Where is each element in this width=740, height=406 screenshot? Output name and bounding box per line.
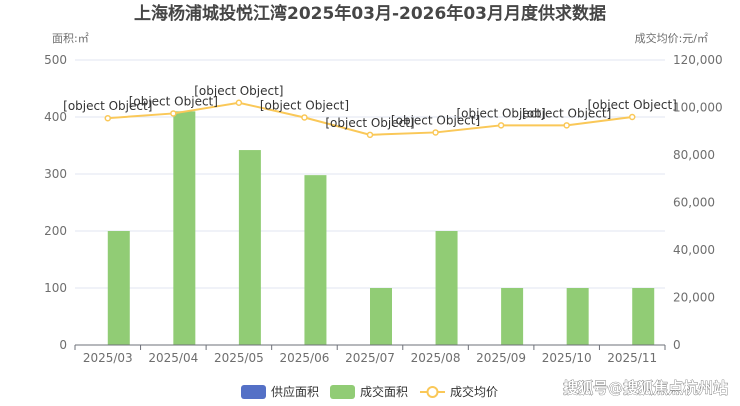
x-tick-label: 2025/09 [476,351,526,365]
price-point [104,114,112,122]
right-tick-label: 60,000 [673,196,715,210]
x-tick-label: 2025/03 [83,351,133,365]
bar [107,231,130,345]
x-tick-label: 2025/10 [542,351,592,365]
legend-label: 供应面积 [271,384,319,399]
x-tick-label: 2025/11 [607,351,657,365]
left-axis-unit: 面积:㎡ [52,32,89,45]
x-axis: 2025/03 2025/04 2025/05 2025/06 2025/07 2025/… [74,344,666,365]
price-point [235,99,243,106]
price-point [366,131,374,139]
x-tick-label: 2025/04 [148,351,198,365]
price-point [628,113,636,121]
bar [435,231,458,345]
left-tick-label: 500 [44,53,67,67]
point-label: [object Object] [63,99,152,113]
bar [632,288,655,345]
right-axis-unit: 成交均价:元/㎡ [635,31,708,45]
bar [173,111,196,345]
right-axis: 0 20,000 40,000 60,000 80,000 100,000 120,000 [673,53,723,352]
point-label: [object Object] [522,106,611,120]
x-tick-label: 2025/07 [345,351,395,365]
left-tick-label: 200 [44,224,67,238]
right-tick-label: 0 [673,338,681,352]
price-point [563,122,570,129]
chart-title: 上海杨浦城投悦江湾2025年03月-2026年03月月度供求数据 [134,3,606,24]
bar [501,288,524,345]
bar [370,288,392,345]
point-label: [object Object] [588,98,677,112]
price-point [497,122,505,129]
left-tick-label: 400 [44,110,67,124]
bar [238,150,261,345]
right-tick-label: 120,000 [673,53,723,67]
right-tick-label: 80,000 [673,148,715,162]
price-point [432,129,439,136]
left-tick-label: 100 [44,281,67,295]
legend-label: 成交均价 [450,384,498,399]
legend: 供应面积 成交面积 成交均价 [241,384,498,399]
point-label: [object Object] [325,116,414,130]
legend-label: 成交面积 [360,384,408,399]
watermark: 搜狐号@搜狐焦点杭州站 [563,379,728,397]
x-tick-label: 2025/08 [411,351,461,365]
bar-series [107,111,655,345]
x-tick-label: 2025/06 [280,351,330,365]
line-series: [object Object][object Object][object Ob… [63,84,677,139]
legend-swatch [330,385,355,399]
price-point [301,114,308,121]
right-tick-label: 100,000 [673,101,723,115]
x-tick-label: 2025/05 [214,351,264,365]
left-axis: 0 100 200 300 400 500 [44,53,67,352]
left-tick-label: 0 [59,338,67,352]
bar [566,288,589,345]
bar [304,175,327,345]
legend-swatch [241,385,266,399]
legend-marker [426,386,439,398]
left-tick-label: 300 [44,167,67,181]
price-point [170,110,177,117]
right-tick-label: 20,000 [673,291,715,305]
point-label: [object Object] [194,84,283,98]
point-label: [object Object] [391,113,480,127]
right-tick-label: 40,000 [673,243,715,257]
point-label: [object Object] [260,98,349,112]
point-label: [object Object] [129,94,218,108]
point-label: [object Object] [456,106,545,120]
